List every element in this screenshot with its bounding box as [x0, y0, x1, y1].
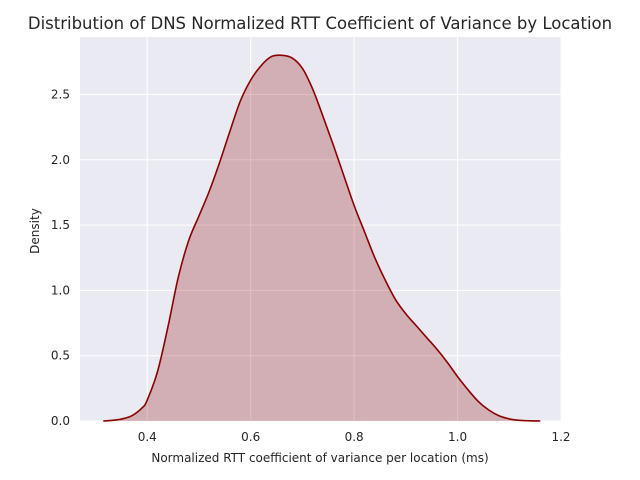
y-tick-label: 1.5: [51, 218, 70, 232]
y-tick-label: 0.5: [51, 349, 70, 363]
y-tick-label: 0.0: [51, 414, 70, 428]
grid-lines: [80, 37, 562, 422]
x-tick-label: 0.6: [241, 430, 260, 444]
x-axis-label: Normalized RTT coefficient of variance p…: [151, 451, 488, 465]
x-tick-label: 0.4: [138, 430, 157, 444]
chart-title: Distribution of DNS Normalized RTT Coeff…: [28, 14, 612, 33]
tick-labels: 0.4 0.6 0.8 1.0 1.2 0.0 0.5 1.0 1.5 2.0 2.5: [51, 87, 571, 444]
y-tick-label: 2.5: [51, 87, 70, 101]
y-axis-label: Density: [28, 208, 42, 254]
y-tick-label: 2.0: [51, 153, 70, 167]
x-tick-label: 1.0: [448, 430, 467, 444]
y-tick-label: 1.0: [51, 283, 70, 297]
x-tick-label: 1.2: [551, 430, 570, 444]
density-line: [103, 54, 541, 422]
x-tick-label: 0.8: [345, 430, 364, 444]
plot-background: [80, 37, 561, 421]
density-fill: [103, 55, 541, 422]
density-area: [103, 54, 541, 422]
